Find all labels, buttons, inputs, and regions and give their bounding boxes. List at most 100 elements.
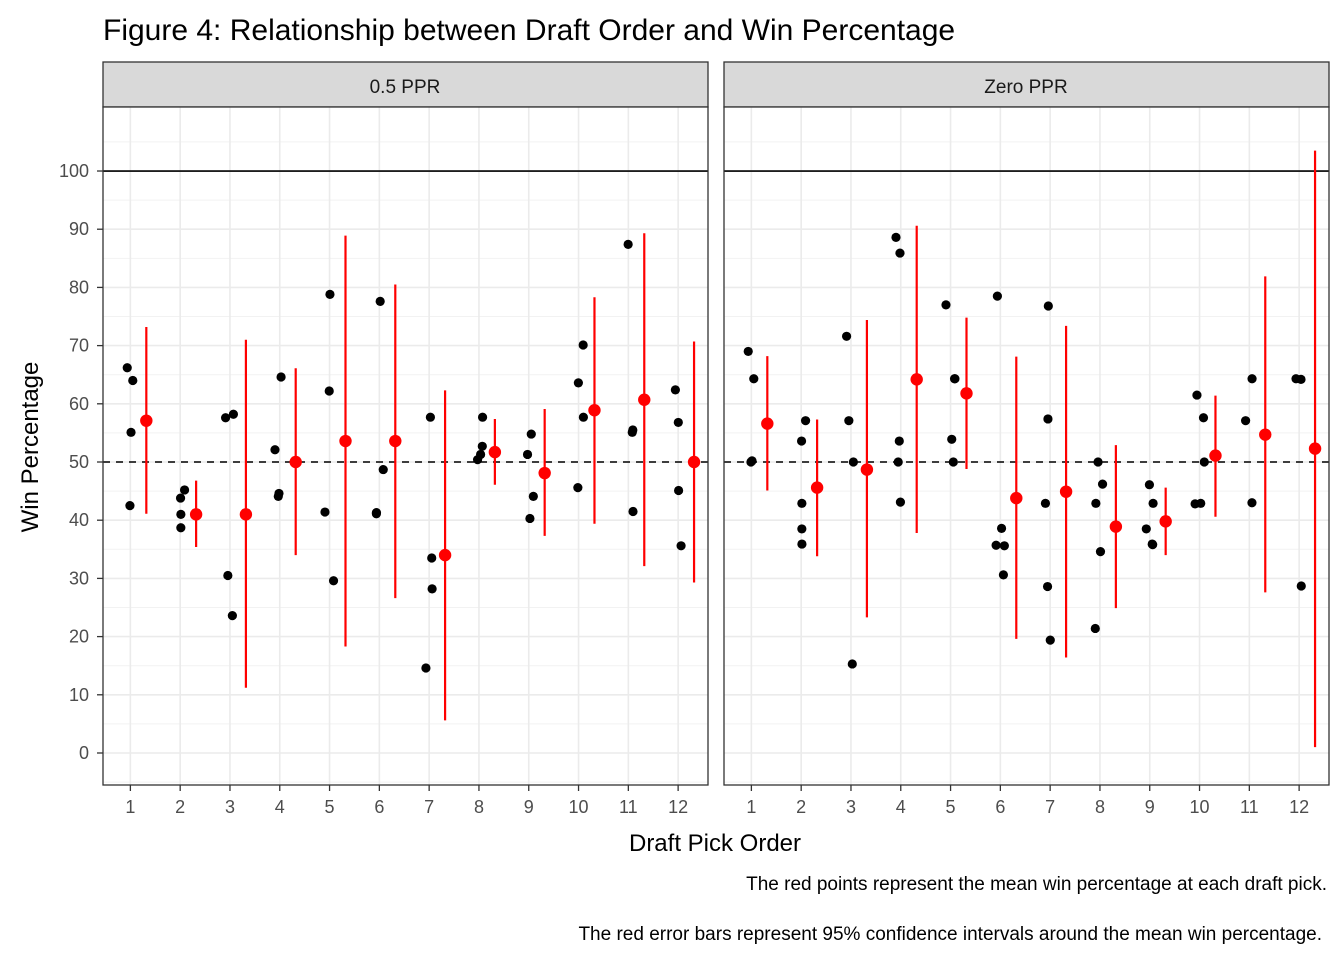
panel-0-5-ppr: 0.5 PPR 1 2 3 4 5 6 7 8 9 10 11 12 (102, 61, 709, 817)
x-tick-label: 10 (1190, 797, 1210, 817)
data-point (848, 457, 858, 467)
data-point (992, 291, 1002, 301)
data-point (895, 248, 905, 258)
data-point (1296, 581, 1306, 591)
mean-point (810, 481, 824, 494)
mean-point (389, 434, 402, 448)
data-point (948, 457, 958, 467)
mean-point (189, 508, 203, 521)
data-point (797, 524, 807, 534)
data-point (1247, 374, 1257, 384)
caption-error-bars: The red error bars represent 95% confide… (578, 924, 1322, 945)
data-point (522, 449, 533, 460)
data-point (1042, 581, 1053, 592)
mean-point (1010, 491, 1023, 505)
x-tick-label: 7 (424, 797, 434, 817)
data-point (1043, 301, 1053, 311)
caption-mean-points: The red points represent the mean win pe… (746, 874, 1327, 895)
data-point (427, 584, 437, 594)
data-point (628, 506, 638, 517)
x-tick-label: 5 (946, 797, 956, 817)
data-point (320, 507, 330, 517)
panel-border (102, 106, 709, 786)
data-point (891, 232, 901, 242)
data-point (941, 300, 951, 310)
mean-point (339, 434, 352, 448)
data-point (427, 553, 437, 563)
data-point (1091, 498, 1101, 508)
data-point (844, 416, 854, 426)
data-point (125, 501, 135, 511)
mean-point (140, 414, 153, 427)
data-point (673, 485, 684, 496)
data-point (276, 372, 286, 382)
strip-label: Zero PPR (984, 77, 1067, 98)
x-axis-title: Draft Pick Order (629, 830, 801, 857)
data-point (375, 296, 385, 306)
data-point (1199, 457, 1209, 467)
data-point (1097, 479, 1108, 489)
y-tick-label: 10 (69, 685, 89, 705)
y-tick-label: 30 (69, 568, 89, 588)
data-point (1192, 390, 1202, 400)
mean-point (960, 387, 973, 400)
data-point (472, 455, 483, 465)
mean-point (538, 466, 551, 480)
data-point (176, 509, 186, 519)
data-point (1148, 540, 1158, 550)
data-point (528, 491, 538, 501)
data-point (1045, 635, 1055, 645)
mean-point (687, 455, 701, 469)
x-tick-label: 10 (569, 797, 589, 817)
mean-point (588, 404, 601, 417)
plot-area: 1 2 3 4 5 6 7 8 9 10 11 12 (102, 106, 709, 817)
mean-point (1059, 485, 1073, 498)
data-point (623, 239, 633, 249)
x-tick-label: 3 (225, 797, 235, 817)
mean-point (761, 417, 774, 430)
y-tick-label: 50 (69, 452, 89, 472)
data-point (378, 464, 388, 475)
x-tick-label: 4 (275, 797, 285, 817)
chart-title: Figure 4: Relationship between Draft Ord… (103, 14, 955, 47)
data-point (573, 378, 583, 388)
data-point (325, 289, 335, 299)
y-axis-title: Win Percentage (17, 362, 44, 533)
mean-point (1209, 449, 1222, 462)
mean-point (488, 445, 502, 459)
x-tick-label: 12 (668, 797, 688, 817)
x-tick-label: 9 (524, 797, 534, 817)
y-tick-label: 70 (69, 336, 89, 356)
data-point (1247, 498, 1257, 508)
x-tick-label: 2 (796, 797, 806, 817)
strip-background (102, 61, 709, 108)
data-point (270, 445, 280, 455)
mean-point (438, 548, 452, 562)
x-tick-label: 5 (325, 797, 335, 817)
data-point (179, 485, 190, 495)
mean-point (1308, 442, 1322, 455)
data-point (228, 409, 239, 419)
y-tick-label: 40 (69, 510, 89, 530)
x-tick-label: 8 (474, 797, 484, 817)
data-point (578, 412, 589, 422)
data-point (425, 412, 436, 422)
data-point (1093, 457, 1103, 467)
data-point (227, 611, 237, 621)
data-point (673, 417, 683, 428)
data-point (324, 386, 334, 396)
x-tick-label: 4 (896, 797, 906, 817)
mean-point (1259, 428, 1272, 441)
data-point (328, 576, 339, 586)
data-point (128, 375, 138, 386)
strip-label: 0.5 PPR (370, 77, 441, 98)
data-point (122, 363, 132, 373)
data-point (991, 540, 1001, 550)
y-tick-label: 80 (69, 277, 89, 297)
data-point (895, 497, 906, 507)
y-tick-label: 20 (69, 627, 89, 647)
mean-point (1159, 515, 1172, 528)
x-tick-label: 12 (1289, 797, 1309, 817)
y-tick-label: 90 (69, 219, 89, 239)
